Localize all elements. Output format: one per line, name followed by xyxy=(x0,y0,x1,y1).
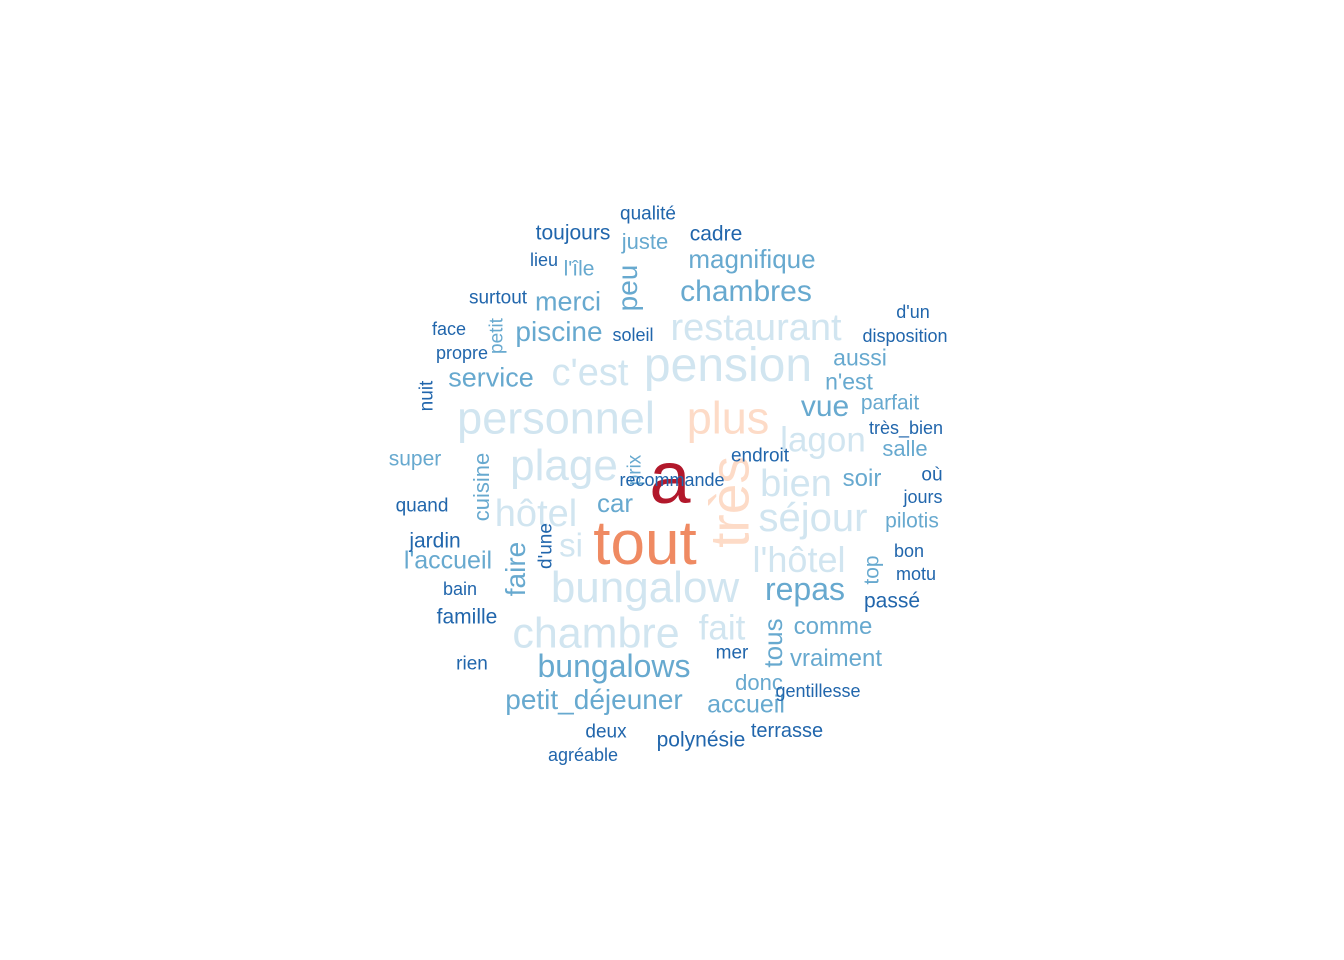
cloud-word: terrasse xyxy=(750,720,824,742)
cloud-word: vraiment xyxy=(789,645,883,672)
cloud-word: repas xyxy=(764,571,846,607)
cloud-word: pension xyxy=(643,339,813,392)
cloud-word: deux xyxy=(585,721,627,743)
cloud-word: d'une xyxy=(535,523,557,569)
cloud-word: bon xyxy=(893,541,925,561)
cloud-word: magnifique xyxy=(688,244,816,274)
cloud-word: petit xyxy=(486,318,508,354)
cloud-word: juste xyxy=(621,229,669,254)
cloud-word: quand xyxy=(395,495,449,517)
cloud-word: nuit xyxy=(416,380,438,412)
cloud-word: plus xyxy=(686,392,770,444)
cloud-word: hôtel xyxy=(494,493,578,535)
cloud-word: surtout xyxy=(468,287,528,309)
cloud-word: polynésie xyxy=(656,728,746,752)
cloud-word: endroit xyxy=(730,445,790,467)
cloud-word: bungalows xyxy=(537,648,691,684)
cloud-word: lieu xyxy=(529,250,559,270)
cloud-word: peu xyxy=(612,264,643,312)
cloud-word: rien xyxy=(456,653,488,675)
cloud-word: soleil xyxy=(612,325,654,345)
cloud-word: jardin xyxy=(409,529,461,553)
cloud-word: car xyxy=(596,488,634,518)
cloud-word: l'hôtel xyxy=(752,539,846,580)
cloud-word: bien xyxy=(760,463,832,505)
cloud-word: lagon xyxy=(780,420,866,460)
cloud-word: accueil xyxy=(707,690,785,719)
cloud-word: agréable xyxy=(547,745,619,765)
cloud-word: disposition xyxy=(862,326,948,346)
cloud-word: parfait xyxy=(860,391,920,415)
cloud-word: salle xyxy=(882,436,928,461)
cloud-word: piscine xyxy=(515,316,603,347)
cloud-word: petit_déjeuner xyxy=(505,684,683,715)
cloud-word: gentillesse xyxy=(775,681,861,701)
cloud-word: vue xyxy=(800,390,850,423)
cloud-word: mer xyxy=(715,642,749,664)
cloud-word: l'accueil xyxy=(403,546,493,575)
cloud-word: pilotis xyxy=(885,509,939,533)
cloud-word: qualité xyxy=(620,203,676,225)
cloud-word: donc xyxy=(735,670,783,695)
cloud-word: plage xyxy=(510,441,618,490)
cloud-word: c'est xyxy=(551,352,629,394)
cloud-word: tous xyxy=(758,618,788,668)
cloud-word: merci xyxy=(535,286,601,317)
cloud-word: très_bien xyxy=(868,418,944,438)
cloud-word: tout xyxy=(593,509,697,578)
cloud-word: bain xyxy=(442,579,478,599)
cloud-word: cadre xyxy=(689,222,743,246)
cloud-word: faire xyxy=(500,541,531,597)
cloud-word: aussi xyxy=(833,344,887,371)
cloud-word: passé xyxy=(863,589,921,613)
cloud-word: cuisine xyxy=(469,452,494,522)
cloud-word: toujours xyxy=(535,221,611,245)
cloud-word: restaurant xyxy=(670,307,842,349)
cloud-word: a xyxy=(649,436,691,519)
cloud-word: où xyxy=(921,464,943,486)
cloud-word: personnel xyxy=(457,392,655,444)
cloud-word: séjour xyxy=(758,496,868,540)
cloud-word: famille xyxy=(436,605,498,629)
cloud-word: bungalow xyxy=(550,563,740,612)
cloud-word: comme xyxy=(793,613,873,640)
cloud-word: propre xyxy=(435,343,489,363)
cloud-word: jours xyxy=(903,487,943,507)
cloud-word: top xyxy=(860,555,884,585)
cloud-word: l'île xyxy=(563,257,595,281)
cloud-word: fait xyxy=(698,608,746,648)
cloud-word: chambre xyxy=(512,609,680,658)
cloud-word: recommande xyxy=(619,470,725,490)
cloud-word: n'est xyxy=(825,368,873,395)
cloud-word: si xyxy=(559,526,583,564)
cloud-word: soir xyxy=(842,465,882,492)
cloud-word: d'un xyxy=(896,302,930,322)
cloud-word: face xyxy=(431,319,467,339)
cloud-word: motu xyxy=(895,564,937,584)
cloud-word: chambres xyxy=(680,275,812,308)
cloud-word: service xyxy=(448,362,534,393)
cloud-word: super xyxy=(388,447,442,471)
